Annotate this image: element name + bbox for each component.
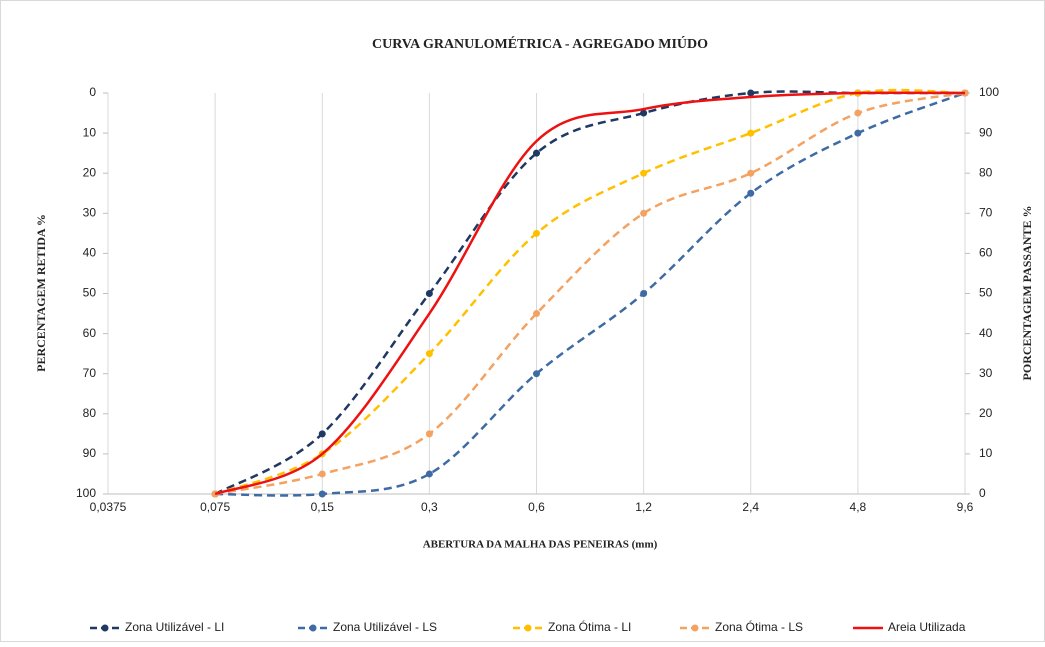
y-tick-label: 50 (83, 286, 97, 300)
x-tick-label: 0,6 (528, 500, 545, 514)
x-tick-label: 2,4 (742, 500, 759, 514)
y2-tick-label: 100 (979, 85, 999, 99)
y2-tick-label: 0 (979, 486, 986, 500)
legend-label: Areia Utilizada (888, 620, 966, 634)
y-tick-label: 0 (89, 85, 96, 99)
data-point (318, 430, 326, 438)
y-tick-label: 90 (83, 446, 97, 460)
data-point (747, 189, 755, 197)
x-tick-label: 0,15 (311, 500, 335, 514)
series-line (214, 88, 966, 496)
y2-tick-label: 30 (979, 366, 993, 380)
data-point (533, 149, 540, 157)
x-tick-label: 0,0375 (90, 500, 127, 514)
x-tick-label: 1,2 (635, 500, 652, 514)
data-point (318, 490, 326, 498)
data-point (318, 470, 326, 478)
data-point (533, 370, 540, 378)
data-point (533, 310, 540, 318)
y2-tick-label: 10 (979, 446, 993, 460)
legend-label: Zona Utilizável - LI (125, 620, 224, 634)
series-line (215, 91, 966, 497)
x-tick-label: 0,3 (421, 500, 438, 514)
y-tick-label: 30 (83, 205, 97, 219)
data-point (854, 129, 862, 137)
y-tick-label: 20 (83, 165, 97, 179)
x-axis-label: ABERTURA DA MALHA DAS PENEIRAS (mm) (423, 539, 658, 551)
series-line (214, 91, 966, 496)
y-tick-label: 60 (83, 326, 97, 340)
y2-tick-label: 80 (979, 165, 993, 179)
x-tick-label: 4,8 (850, 500, 867, 514)
data-point (425, 290, 433, 297)
y2-tick-label: 20 (979, 406, 993, 420)
data-point (425, 470, 433, 478)
data-point (747, 129, 755, 137)
data-point (854, 109, 862, 117)
data-point (533, 229, 540, 237)
y2-tick-label: 90 (979, 125, 993, 139)
x-tick-label: 9,6 (957, 500, 974, 514)
y2-tick-label: 50 (979, 286, 993, 300)
y-axis-label: PERCENTAGEM RETIDA % (34, 214, 48, 372)
legend-marker (101, 624, 109, 632)
y-tick-label: 70 (83, 366, 97, 380)
series-line (214, 91, 966, 496)
y2-tick-label: 60 (979, 246, 993, 260)
y-tick-label: 40 (83, 246, 97, 260)
y-tick-label: 100 (76, 486, 96, 500)
data-point (640, 209, 648, 217)
data-point (425, 350, 433, 358)
data-point (640, 290, 648, 297)
legend-marker (524, 624, 532, 632)
legend-marker (309, 624, 317, 632)
data-point (425, 430, 433, 438)
legend-label: Zona Ótima - LS (715, 619, 803, 634)
data-point (640, 109, 648, 117)
data-point (747, 169, 755, 177)
y-tick-label: 10 (83, 125, 97, 139)
x-tick-label: 0,075 (200, 500, 230, 514)
y2-axis-label: PORCENTAGEM PASSANTE % (1020, 206, 1034, 381)
legend-label: Zona Utilizável - LS (333, 620, 437, 634)
data-point (640, 169, 648, 177)
chart-title: CURVA GRANULOMÉTRICA - AGREGADO MIÚDO (372, 35, 708, 52)
legend-label: Zona Ótima - LI (548, 619, 631, 634)
y2-tick-label: 70 (979, 205, 993, 219)
y-tick-label: 80 (83, 406, 97, 420)
data-point (747, 89, 755, 97)
y2-tick-label: 40 (979, 326, 993, 340)
legend-marker (691, 624, 699, 632)
